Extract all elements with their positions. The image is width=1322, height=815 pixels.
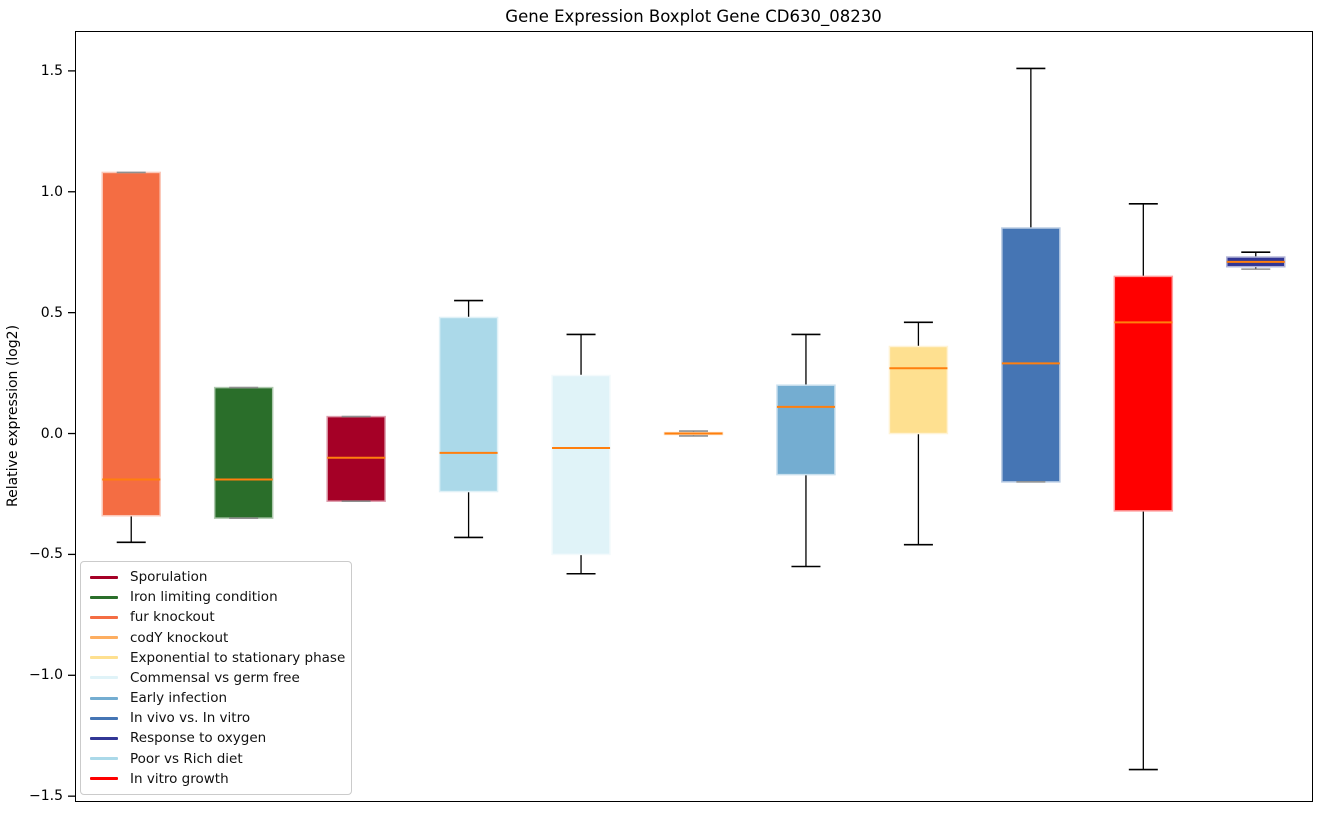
legend: Sporulation Iron limiting condition fur kn… — [80, 561, 352, 795]
legend-label: Poor vs Rich diet — [130, 750, 243, 767]
y-tick-label: 0.5 — [40, 304, 63, 321]
legend-label: Response to oxygen — [130, 730, 267, 747]
legend-label: codY knockout — [130, 629, 229, 646]
boxplot-in-vivo-vs-in-vitro — [1001, 67, 1061, 483]
legend-swatch — [90, 696, 118, 700]
boxplot-iron-limiting-condition — [213, 386, 274, 519]
legend-item-iron-limiting-condition: Iron limiting condition — [90, 587, 342, 607]
y-tick-label: 0.0 — [40, 425, 63, 442]
legend-label: Iron limiting condition — [130, 589, 278, 606]
boxplot-in-vitro-growth — [1113, 203, 1174, 771]
legend-swatch — [90, 716, 118, 720]
legend-item-early-infection: Early infection — [90, 688, 342, 708]
chart-title: Gene Expression Boxplot Gene CD630_08230 — [505, 7, 882, 26]
legend-item-poor-vs-rich-diet: Poor vs Rich diet — [90, 749, 342, 769]
legend-item-commensal-vs-germ-free: Commensal vs germ free — [90, 668, 342, 688]
boxplot-fur-knockout — [101, 171, 161, 544]
plot-area — [75, 31, 1313, 802]
legend-item-cody-knockout: codY knockout — [90, 628, 342, 648]
legend-label: Commensal vs germ free — [130, 669, 300, 686]
boxplot-response-to-oxygen — [1226, 251, 1286, 270]
y-tick-label: −1.5 — [29, 788, 63, 805]
box — [1001, 227, 1061, 483]
boxplot-poor-vs-rich-diet — [438, 299, 499, 539]
boxplot-sporulation — [326, 415, 386, 503]
legend-swatch — [90, 575, 118, 579]
legend-swatch — [90, 757, 118, 761]
box — [1113, 275, 1174, 512]
legend-swatch — [90, 636, 118, 640]
legend-item-in-vitro-growth: In vitro growth — [90, 769, 342, 789]
boxplot-exponential-to-stationary-phase — [888, 321, 949, 546]
box — [776, 384, 836, 476]
legend-item-response-to-oxygen: Response to oxygen — [90, 728, 342, 748]
y-tick-label: −0.5 — [29, 546, 63, 563]
legend-swatch — [90, 736, 118, 740]
legend-label: In vitro growth — [130, 770, 229, 787]
legend-swatch — [90, 676, 118, 680]
legend-swatch — [90, 777, 118, 781]
legend-item-sporulation: Sporulation — [90, 567, 342, 587]
y-tick-label: −1.0 — [29, 667, 63, 684]
box — [101, 171, 161, 517]
box — [888, 345, 949, 435]
legend-item-exponential-to-stationary-phase: Exponential to stationary phase — [90, 648, 346, 668]
legend-label: Sporulation — [130, 569, 208, 586]
legend-label: Exponential to stationary phase — [130, 649, 346, 666]
legend-label: Early infection — [130, 690, 228, 707]
box — [326, 415, 386, 502]
legend-swatch — [90, 615, 118, 619]
legend-item-fur-knockout: fur knockout — [90, 607, 342, 627]
box — [438, 316, 499, 493]
boxplot-early-infection — [776, 333, 836, 568]
legend-swatch — [90, 595, 118, 599]
boxplot-cody-knockout — [663, 430, 724, 437]
y-tick-label: 1.5 — [40, 62, 63, 79]
legend-label: In vivo vs. In vitro — [130, 710, 251, 727]
box — [213, 386, 274, 519]
boxplot-commensal-vs-germ-free — [551, 333, 611, 575]
legend-item-in-vivo-vs-in-vitro: In vivo vs. In vitro — [90, 708, 342, 728]
legend-label: fur knockout — [130, 609, 215, 626]
legend-swatch — [90, 656, 118, 660]
y-tick-label: 1.0 — [40, 183, 63, 200]
box — [551, 374, 611, 556]
